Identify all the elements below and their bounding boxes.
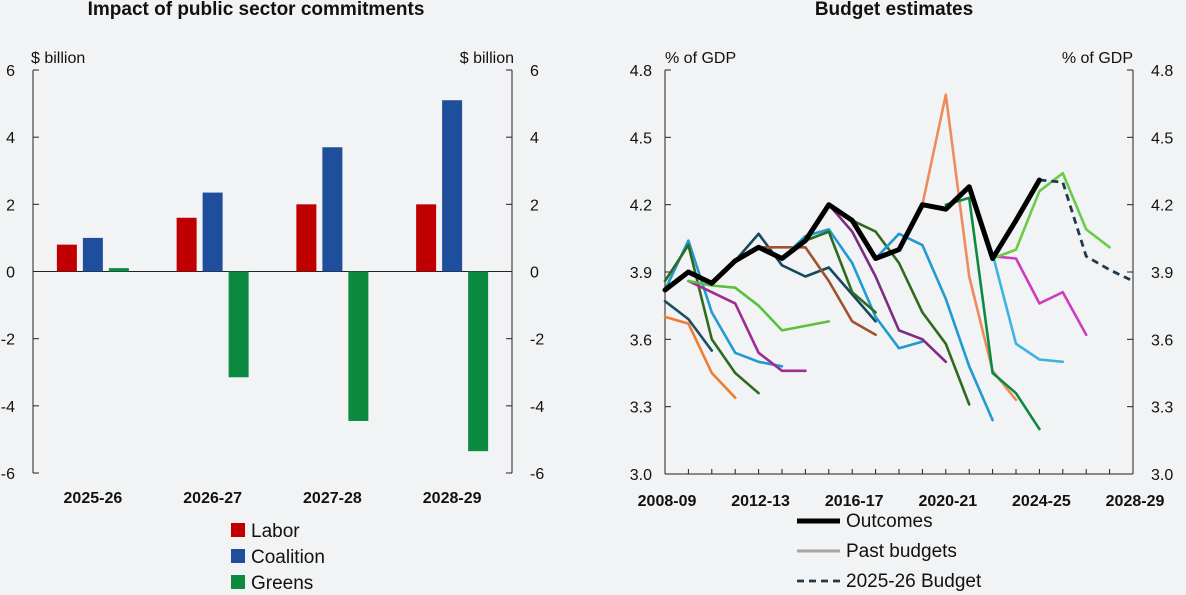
line-x-tick-label: 2016-17	[825, 493, 884, 510]
bar-right-tick-label: -6	[530, 466, 544, 483]
bar-left-unit: $ billion	[31, 50, 85, 67]
budget-2025-26-line	[1039, 178, 1134, 283]
bar-left-tick-label: 2	[6, 197, 15, 214]
line-left-unit: % of GDP	[665, 50, 736, 67]
legend-swatch-coalition	[231, 549, 245, 563]
line-x-tick-label: 2024-25	[1012, 493, 1071, 510]
line-right-tick-label: 4.8	[1151, 63, 1173, 80]
line-right-tick-label: 3.9	[1151, 265, 1173, 282]
legend-label-greens: Greens	[251, 573, 313, 594]
line-left-tick-label: 4.2	[630, 198, 652, 215]
line-right-tick-label: 4.5	[1151, 130, 1173, 147]
legend-label-past-budgets: Past budgets	[846, 541, 957, 562]
bar-greens	[228, 271, 249, 378]
legend-label-labor: Labor	[251, 521, 300, 542]
legend-label-2025-26-budget: 2025-26 Budget	[846, 571, 982, 592]
line-chart-title: Budget estimates	[815, 0, 973, 20]
bar-category-label: 2026-27	[183, 490, 242, 507]
past-budget-line	[874, 232, 994, 422]
legend-label-outcomes: Outcomes	[846, 511, 933, 532]
past-budget-line	[991, 171, 1111, 260]
past-budget-line	[757, 246, 877, 337]
bar-category-label: 2025-26	[64, 490, 123, 507]
bar-coalition	[322, 147, 343, 272]
past-budget-line	[804, 230, 877, 314]
line-left-tick-label: 3.0	[630, 467, 652, 484]
line-right-tick-label: 3.3	[1151, 400, 1173, 417]
bar-labor	[176, 217, 197, 272]
past-budget-line	[663, 299, 714, 352]
bar-marks	[56, 100, 489, 452]
bar-greens	[348, 271, 369, 421]
past-budget-line	[687, 279, 807, 373]
bar-chart-title: Impact of public sector commitments	[88, 0, 425, 20]
past-budget-line	[850, 219, 971, 406]
legend-swatch-greens	[231, 575, 245, 589]
line-x-tick-label: 2008-09	[638, 493, 697, 510]
line-left-tick-label: 3.6	[630, 332, 652, 349]
line-left-tick-label: 3.9	[630, 265, 652, 282]
bar-labor	[56, 244, 77, 272]
line-left-tick-label: 4.5	[630, 130, 652, 147]
bar-right-tick-label: -2	[530, 332, 544, 349]
line-right-tick-label: 3.6	[1151, 332, 1173, 349]
line-marks	[662, 93, 1134, 431]
bar-right-tick-label: -4	[530, 399, 544, 416]
bar-coalition	[82, 237, 103, 272]
line-x-tick-label: 2028-29	[1106, 493, 1165, 510]
past-budget-line	[944, 196, 1041, 431]
line-right-unit: % of GDP	[1062, 50, 1133, 67]
line-panel: Budget estimates % of GDP % of GDP 4.8 4.…	[630, 0, 1174, 592]
bar-legend: Labor Coalition Greens	[231, 521, 325, 594]
bar-greens	[468, 271, 489, 452]
bar-right-tick-label: 2	[530, 197, 539, 214]
bar-right-tick-label: 0	[530, 265, 539, 282]
line-left-tick-label: 3.3	[630, 400, 652, 417]
bar-right-unit: $ billion	[460, 50, 514, 67]
bar-left-tick-label: 0	[6, 265, 15, 282]
bar-left-tick-label: -6	[1, 466, 15, 483]
line-x-tick-label: 2012-13	[731, 493, 790, 510]
past-budget-line	[827, 203, 948, 364]
line-right-tick-label: 4.2	[1151, 198, 1173, 215]
legend-swatch-labor	[231, 523, 245, 537]
past-budget-line	[663, 315, 737, 400]
bar-labor	[416, 204, 437, 272]
line-legend: Outcomes Past budgets 2025-26 Budget	[797, 511, 982, 592]
bar-axes: 6 6 4 4 2 2 0 0 -2 -2 -4 -4 -6 -6 2025-26 2026-27 2027-2…	[1, 63, 545, 507]
legend-label-coalition: Coalition	[251, 547, 325, 568]
bar-left-tick-label: 6	[6, 63, 15, 80]
bar-coalition	[202, 192, 223, 272]
bar-labor	[296, 204, 317, 272]
bar-category-label: 2027-28	[303, 490, 362, 507]
past-budget-line	[991, 254, 1088, 337]
line-right-tick-label: 3.0	[1151, 467, 1173, 484]
line-left-tick-label: 4.8	[630, 63, 652, 80]
bar-left-tick-label: 4	[6, 130, 15, 147]
past-budget-line	[663, 239, 784, 368]
bar-panel: Impact of public sector commitments $ bi…	[1, 0, 545, 594]
past-budget-line	[733, 232, 877, 323]
bar-left-tick-label: -4	[1, 399, 15, 416]
line-x-tick-label: 2020-21	[918, 493, 977, 510]
line-axes: 4.8 4.8 4.5 4.5 4.2 4.2 3.9 3.9 3.6 3.6 3.3 3.3 3.0 3…	[630, 63, 1174, 510]
bar-right-tick-label: 4	[530, 130, 539, 147]
bar-left-tick-label: -2	[1, 332, 15, 349]
bar-category-label: 2028-29	[423, 490, 482, 507]
bar-greens	[108, 268, 129, 272]
past-budget-line	[663, 243, 760, 395]
bar-coalition	[442, 100, 463, 272]
outcomes-line	[662, 177, 1042, 293]
bar-right-tick-label: 6	[530, 63, 539, 80]
